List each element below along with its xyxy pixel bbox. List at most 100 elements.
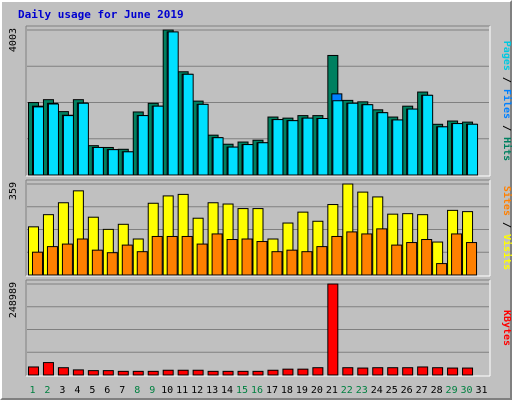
bar-hits-pages-day-2	[47, 103, 59, 176]
legend-part: Pages	[501, 41, 512, 71]
x-tick-label-day-24: 24	[371, 385, 383, 396]
x-tick-label-day-4: 4	[74, 385, 80, 396]
bar-hits-pages-day-24	[377, 112, 389, 176]
bar-kbytes-kbytes-day-19	[297, 368, 309, 376]
bar-visits-sites-day-13	[211, 233, 223, 276]
legend-part: /	[501, 216, 512, 234]
bar-kbytes-kbytes-day-17	[267, 369, 279, 376]
x-tick-label-day-9: 9	[149, 385, 155, 396]
bar-visits-sites-day-2	[46, 246, 58, 276]
panel-kbytes: 248989 KBytes	[8, 279, 512, 377]
bar-kbytes-kbytes-day-1	[27, 366, 39, 376]
bar-kbytes-kbytes-day-5	[87, 370, 99, 376]
bar-visits-sites-day-5	[91, 249, 103, 276]
bar-visits-sites-day-15	[241, 238, 253, 276]
bar-kbytes-kbytes-day-25	[387, 367, 399, 376]
x-axis-labels: 1 2 3 4 5 6 7 8 9 10 11 12 13 14 15 16 17 18 19 20 21 22 23 24 2…	[29, 385, 487, 396]
legend-label-kbytes: KBytes	[501, 310, 512, 346]
x-tick-label-day-31: 31	[475, 385, 487, 396]
bar-hits-pages-day-6	[107, 149, 119, 176]
bar-visits-sites-day-3	[61, 243, 73, 276]
bar-visits-sites-day-30	[466, 242, 478, 276]
bar-kbytes-kbytes-day-8	[132, 370, 144, 376]
bar-visits-sites-day-10	[166, 235, 178, 276]
x-tick-label-day-21: 21	[326, 385, 338, 396]
bar-kbytes-kbytes-day-9	[147, 370, 159, 376]
bar-hits-pages-day-21	[332, 100, 344, 176]
bar-kbytes-kbytes-day-13	[207, 370, 219, 376]
bar-kbytes-kbytes-day-10	[162, 369, 174, 376]
bar-hits-pages-day-14	[227, 146, 239, 176]
bar-hits-pages-day-5	[92, 146, 104, 176]
bar-visits-sites-day-23	[361, 233, 373, 276]
bar-kbytes-kbytes-day-4	[72, 369, 84, 376]
bar-visits-sites-day-18	[286, 249, 298, 276]
bar-visits-sites-day-27	[421, 239, 433, 276]
x-tick-label-day-22: 22	[341, 385, 353, 396]
bar-visits-sites-day-1	[31, 251, 43, 276]
x-tick-label-day-19: 19	[296, 385, 308, 396]
bar-visits-sites-day-22	[346, 231, 358, 276]
bar-visits-sites-day-24	[376, 228, 388, 276]
bar-kbytes-kbytes-day-28	[432, 367, 444, 376]
bar-visits-sites-day-28	[436, 263, 448, 276]
bar-hits-pages-day-1	[32, 106, 44, 176]
bar-hits-pages-day-19	[302, 117, 314, 176]
bar-kbytes-kbytes-day-20	[312, 367, 324, 376]
legend-part: /	[501, 119, 512, 137]
legend-part: Visits	[501, 234, 512, 270]
x-tick-label-day-5: 5	[89, 385, 95, 396]
bar-visits-sites-day-21	[331, 235, 343, 276]
x-tick-label-day-15: 15	[236, 385, 248, 396]
bar-kbytes-kbytes-day-22	[342, 367, 354, 376]
chart-title: Daily usage for June 2019	[18, 8, 184, 21]
bar-visits-sites-day-4	[76, 238, 88, 276]
bar-visits-sites-day-14	[226, 239, 238, 276]
bar-hits-pages-day-27	[422, 94, 434, 176]
y-max-label-visits: 359	[8, 182, 19, 200]
bar-hits-pages-day-17	[272, 119, 284, 176]
bar-visits-sites-day-7	[121, 244, 133, 276]
legend-part: Sites	[501, 186, 512, 216]
bar-hits-pages-day-26	[407, 108, 419, 176]
bar-hits-pages-day-16	[257, 142, 269, 176]
bar-kbytes-kbytes-day-14	[222, 370, 234, 376]
bar-kbytes-kbytes-day-11	[177, 369, 189, 376]
bar-hits-pages-day-22	[347, 102, 359, 176]
bar-hits-pages-day-11	[182, 73, 194, 176]
bar-hits-pages-day-9	[152, 105, 164, 176]
bar-visits-sites-day-17	[271, 251, 283, 276]
bar-visits-sites-day-29	[451, 233, 463, 276]
bar-visits-sites-day-19	[301, 251, 313, 276]
bar-visits-sites-day-16	[256, 241, 268, 276]
bar-kbytes-kbytes-day-6	[102, 370, 114, 376]
bar-kbytes-kbytes-day-21	[327, 283, 339, 376]
bar-kbytes-kbytes-day-23	[357, 367, 369, 376]
bar-kbytes-kbytes-day-3	[57, 367, 69, 376]
bar-hits-pages-day-23	[362, 104, 374, 176]
bar-hits-pages-day-29	[452, 123, 464, 176]
panel-bg-kbytes	[26, 280, 490, 376]
bar-hits-pages-day-13	[212, 137, 224, 176]
bar-hits-pages-day-25	[392, 119, 404, 176]
x-tick-label-day-10: 10	[161, 385, 173, 396]
x-tick-label-day-26: 26	[401, 385, 413, 396]
bar-kbytes-kbytes-day-26	[402, 367, 414, 376]
bar-hits-pages-day-3	[62, 115, 74, 176]
legend-part: /	[501, 71, 512, 89]
x-tick-label-day-18: 18	[281, 385, 293, 396]
x-tick-label-day-12: 12	[191, 385, 203, 396]
x-tick-label-day-1: 1	[29, 385, 35, 396]
x-tick-label-day-3: 3	[59, 385, 65, 396]
bar-kbytes-kbytes-day-12	[192, 369, 204, 376]
bar-visits-sites-day-8	[136, 251, 148, 276]
x-tick-label-day-25: 25	[386, 385, 398, 396]
bar-visits-sites-day-25	[391, 244, 403, 276]
bar-kbytes-kbytes-day-2	[42, 362, 54, 376]
bar-kbytes-kbytes-day-30	[462, 367, 474, 376]
x-tick-label-day-11: 11	[176, 385, 188, 396]
x-tick-label-day-20: 20	[311, 385, 323, 396]
legend-part: Files	[501, 89, 512, 119]
bar-hits-pages-day-18	[287, 120, 299, 176]
